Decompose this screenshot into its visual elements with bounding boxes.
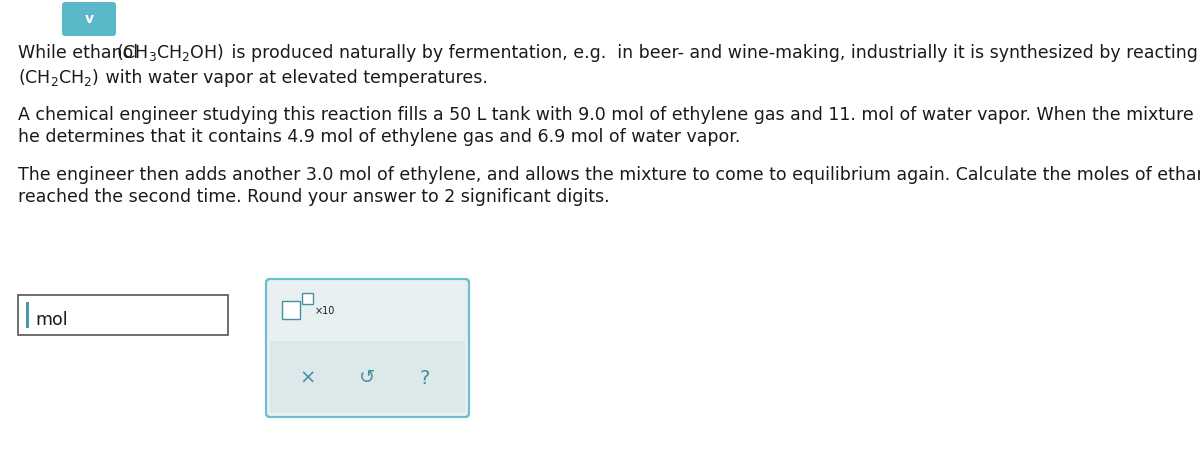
Bar — [282, 301, 300, 319]
FancyBboxPatch shape — [62, 2, 116, 36]
Text: (CH$_3$CH$_2$OH): (CH$_3$CH$_2$OH) — [116, 42, 224, 63]
Text: ↺: ↺ — [359, 368, 376, 388]
Text: ×10: ×10 — [314, 306, 335, 316]
Text: While ethanol: While ethanol — [18, 44, 144, 62]
Text: v: v — [84, 12, 94, 26]
Text: mol: mol — [35, 311, 67, 329]
Text: reached the second time. Round your answer to 2 significant digits.: reached the second time. Round your answ… — [18, 188, 610, 206]
Bar — [302, 293, 313, 304]
Bar — [26, 302, 29, 328]
Text: is produced naturally by fermentation, e.g.  in beer- and wine-making, industria: is produced naturally by fermentation, e… — [226, 44, 1200, 62]
Bar — [270, 341, 466, 413]
Text: with water vapor at elevated temperatures.: with water vapor at elevated temperature… — [100, 69, 488, 87]
Text: (CH$_2$CH$_2$): (CH$_2$CH$_2$) — [18, 67, 100, 88]
Text: ?: ? — [420, 368, 430, 388]
FancyBboxPatch shape — [266, 279, 469, 417]
Text: ×: × — [300, 368, 316, 388]
Text: he determines that it contains 4.9 mol of ethylene gas and 6.9 mol of water vapo: he determines that it contains 4.9 mol o… — [18, 128, 740, 146]
FancyBboxPatch shape — [18, 295, 228, 335]
Text: The engineer then adds another 3.0 mol of ethylene, and allows the mixture to co: The engineer then adds another 3.0 mol o… — [18, 166, 1200, 184]
Text: A chemical engineer studying this reaction fills a 50 L tank with 9.0 mol of eth: A chemical engineer studying this reacti… — [18, 106, 1200, 124]
